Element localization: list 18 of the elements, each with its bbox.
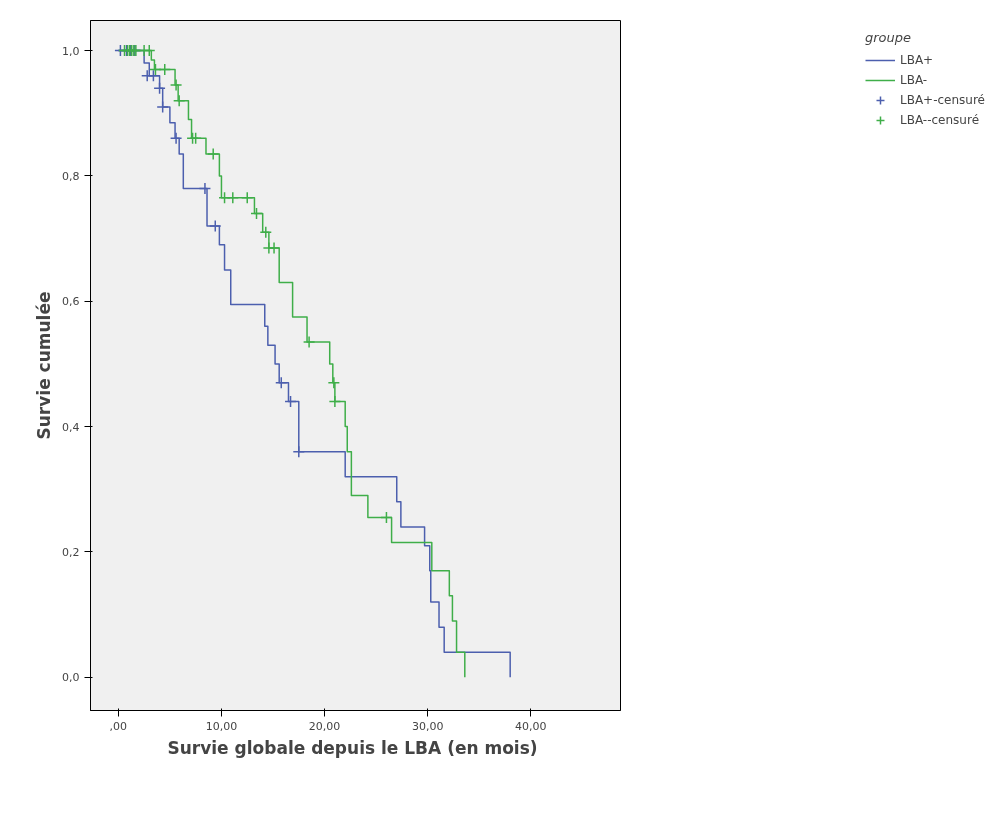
legend-label: LBA+-censuré bbox=[899, 93, 986, 107]
y-tick-label: 0,8 bbox=[62, 169, 80, 183]
y-tick-label: 0,4 bbox=[62, 420, 80, 434]
y-tick-label: 1,0 bbox=[62, 44, 80, 58]
x-tick-label: ,00 bbox=[109, 719, 128, 733]
x-tick-label: 10,00 bbox=[205, 719, 238, 733]
y-axis-title: Survie cumulée bbox=[34, 291, 55, 440]
x-tick-label: 40,00 bbox=[515, 719, 547, 733]
y-tick-label: 0,6 bbox=[62, 295, 80, 309]
x-axis-title: Survie globale depuis le LBA (en mois) bbox=[167, 737, 538, 758]
legend-title: groupe bbox=[864, 30, 913, 45]
legend-label: LBA--censuré bbox=[899, 113, 980, 127]
legend-label: LBA+ bbox=[899, 53, 934, 67]
x-tick-label: 30,00 bbox=[411, 719, 444, 733]
y-tick-label: 0,0 bbox=[62, 671, 80, 685]
legend-label: LBA- bbox=[899, 73, 928, 87]
y-tick-label: 0,2 bbox=[62, 545, 80, 559]
x-tick-label: 20,00 bbox=[308, 719, 341, 733]
